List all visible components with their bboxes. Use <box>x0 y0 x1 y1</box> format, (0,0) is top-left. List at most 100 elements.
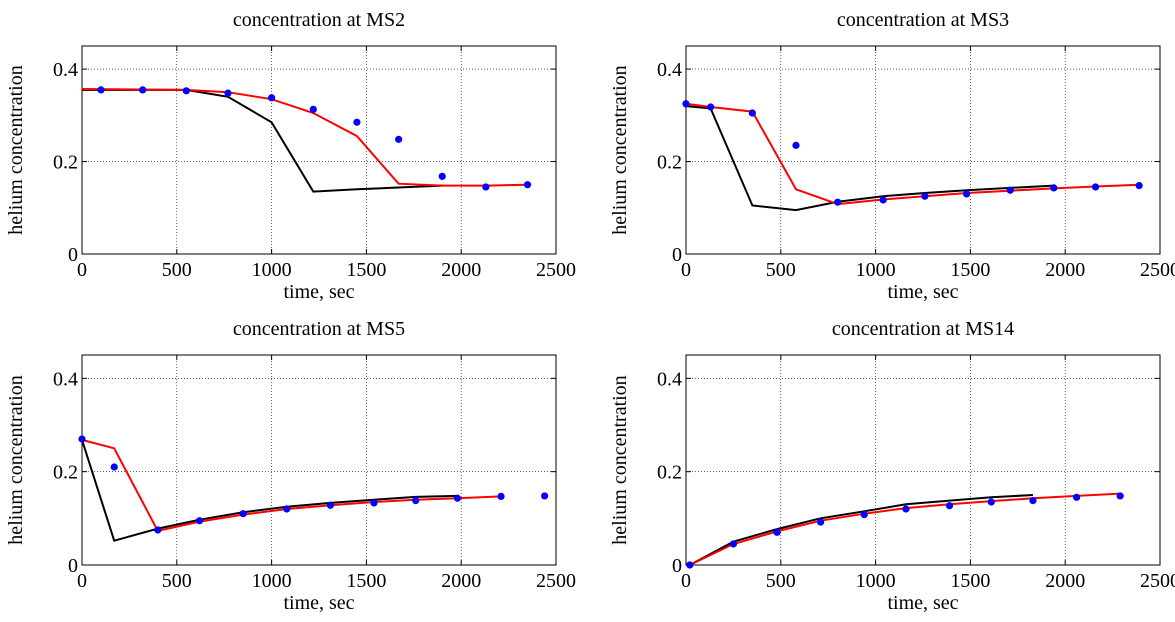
data-point <box>497 492 505 500</box>
plot-frame <box>81 45 557 255</box>
plot-frame <box>685 354 1161 566</box>
data-point <box>1116 492 1124 500</box>
x-tick-label: 0 <box>681 570 691 592</box>
data-point <box>945 502 954 510</box>
data-point <box>792 141 800 149</box>
data-point <box>110 463 118 471</box>
x-axis-label: time, sec <box>283 592 354 614</box>
data-point <box>1006 186 1014 194</box>
x-tick-label: 500 <box>766 570 796 592</box>
data-point <box>834 198 842 206</box>
data-point <box>729 540 738 548</box>
x-tick-label: 2500 <box>1140 259 1175 281</box>
data-point <box>541 492 549 500</box>
data-point <box>963 190 971 198</box>
series-line-1 <box>81 439 458 542</box>
chart-title: concentration at MS14 <box>832 318 1014 340</box>
data-point <box>482 183 490 191</box>
data-point <box>309 105 317 113</box>
plot-frame <box>81 354 557 566</box>
x-tick-label: 1000 <box>252 259 292 281</box>
x-axis-label: time, sec <box>887 281 958 303</box>
x-tick-label: 500 <box>162 570 192 592</box>
data-point <box>97 86 105 94</box>
data-point <box>902 505 910 513</box>
x-tick-label: 500 <box>766 259 796 281</box>
plot-frame <box>685 45 1161 255</box>
y-tick-label: 0 <box>68 244 78 266</box>
data-point <box>412 497 420 505</box>
x-tick-label: 1500 <box>346 259 386 281</box>
y-tick-label: 0 <box>672 555 682 577</box>
data-point <box>353 118 361 126</box>
data-point <box>879 196 887 204</box>
x-tick-label: 500 <box>162 259 192 281</box>
x-tick-label: 2000 <box>1045 570 1085 592</box>
y-tick-label: 0.2 <box>657 462 682 484</box>
x-tick-label: 1000 <box>856 570 896 592</box>
subplot-2: concentration at MS3 0 500 1000 1500 2000 2500… <box>609 9 1175 303</box>
data-point <box>987 498 995 506</box>
y-axis-label: helium concentration <box>609 375 631 544</box>
data-point <box>707 103 715 111</box>
data-point <box>438 172 446 180</box>
data-point <box>748 109 756 117</box>
data-point <box>195 517 204 525</box>
data-point <box>1135 181 1143 190</box>
data-point <box>139 86 147 94</box>
y-tick-label: 0.4 <box>53 59 78 81</box>
series-line-2 <box>81 88 528 187</box>
chart-title: concentration at MS3 <box>837 9 1009 31</box>
x-tick-label: 2500 <box>536 570 576 592</box>
data-point <box>395 135 403 143</box>
x-tick-label: 2500 <box>536 259 576 281</box>
y-tick-label: 0.4 <box>657 368 682 390</box>
subplot-1: concentration at MS2 0 500 1000 1500 2000 2500… <box>5 9 576 303</box>
x-tick-label: 2000 <box>1045 259 1085 281</box>
x-tick-label: 0 <box>77 570 87 592</box>
data-point <box>78 435 86 443</box>
chart-title: concentration at MS2 <box>233 9 405 31</box>
data-point <box>283 505 291 513</box>
subplot-4: concentration at MS14 0 500 1000 1500 2000 250… <box>609 318 1175 614</box>
x-tick-label: 2000 <box>441 570 481 592</box>
x-tick-label: 1000 <box>252 570 292 592</box>
data-point <box>453 494 462 502</box>
data-point <box>523 181 532 189</box>
data-point <box>182 87 190 95</box>
y-tick-label: 0.2 <box>657 152 682 174</box>
data-point <box>1072 493 1081 501</box>
x-tick-label: 2000 <box>441 259 481 281</box>
x-tick-label: 0 <box>77 259 87 281</box>
data-point <box>326 501 334 509</box>
y-axis-label: helium concentration <box>609 65 631 234</box>
y-tick-label: 0.2 <box>53 462 78 484</box>
subplot-3: concentration at MS5 0 500 1000 1500 2000 2500… <box>5 318 576 614</box>
x-tick-label: 1500 <box>950 259 990 281</box>
y-axis-label: helium concentration <box>5 65 27 234</box>
data-point <box>154 526 162 534</box>
data-point <box>224 89 232 97</box>
data-point <box>1091 183 1100 191</box>
data-point <box>268 94 276 102</box>
y-tick-label: 0 <box>672 244 682 266</box>
y-tick-label: 0.4 <box>657 59 682 81</box>
x-tick-label: 1500 <box>346 570 386 592</box>
data-point <box>860 510 868 519</box>
y-tick-label: 0.2 <box>53 152 78 174</box>
x-axis-label: time, sec <box>887 592 958 614</box>
series-line-2 <box>81 438 502 533</box>
y-tick-label: 0 <box>68 555 78 577</box>
y-tick-label: 0.4 <box>53 368 78 390</box>
x-tick-label: 1500 <box>950 570 990 592</box>
series-line-1 <box>685 105 1054 212</box>
data-point <box>682 100 690 108</box>
data-point <box>370 499 378 507</box>
x-tick-label: 2500 <box>1140 570 1175 592</box>
data-point <box>921 192 929 200</box>
chart-title: concentration at MS5 <box>233 318 405 340</box>
data-point <box>239 510 247 518</box>
series-line-1 <box>82 88 443 193</box>
data-point <box>1029 497 1037 505</box>
